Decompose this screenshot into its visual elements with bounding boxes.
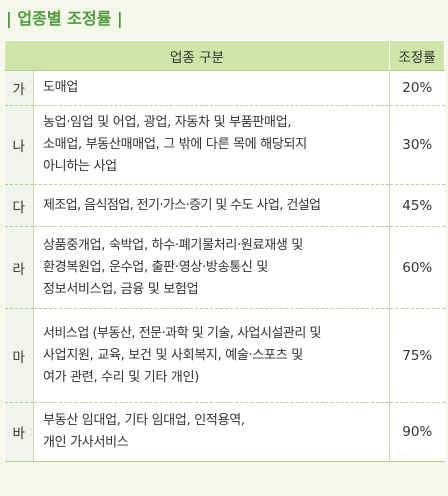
adjustment-rate-table: 업종 구분 조정률 가 도매업 20% 나 농업·임업 및 어업, 광업, 자동…: [3, 40, 446, 462]
header-industry-category: 업종 구분: [3, 40, 391, 71]
description-line: 정보서비스업, 금융 및 보험업: [43, 281, 199, 297]
row-rate: 60%: [389, 226, 445, 309]
row-description: 제조업, 음식점업, 전기·가스·증기 및 수도 사업, 건설업: [33, 184, 390, 227]
description-line: 소매업, 부동산매매업, 그 밖에 다른 목에 해당되지: [43, 137, 307, 152]
row-rate: 45%: [389, 184, 445, 227]
table-row: 바 부동산 임대업, 기타 임대업, 인적용역, 개인 가사서비스 90%: [4, 402, 445, 462]
table-row: 나 농업·임업 및 어업, 광업, 자동차 및 부품판매업, 소매업, 부동산매…: [4, 105, 445, 185]
row-description: 서비스업 (부동산, 전문·과학 및 기술, 사업시설관리 및 사업지원, 교육…: [33, 308, 390, 403]
section-title: | 업종별 조정률 |: [6, 9, 123, 28]
description-line: 서비스업 (부동산, 전문·과학 및 기술, 사업시설관리 및: [43, 325, 321, 341]
description-line: 여가 관련, 수리 및 기타 개인): [43, 369, 200, 385]
table-row: 마 서비스업 (부동산, 전문·과학 및 기술, 사업시설관리 및 사업지원, …: [4, 308, 445, 403]
description-line: 제조업, 음식점업, 전기·가스·증기 및 수도 사업, 건설업: [43, 197, 321, 213]
description-line: 사업지원, 교육, 보건 및 사회복지, 예술·스포츠 및: [43, 347, 303, 363]
table-row: 가 도매업 20%: [4, 70, 445, 106]
row-label: 나: [4, 105, 34, 185]
header-adjustment-rate: 조정률: [389, 40, 446, 71]
row-label: 라: [4, 226, 34, 309]
row-description: 도매업: [33, 70, 390, 106]
table-header-row: 업종 구분 조정률: [3, 40, 446, 71]
row-description: 부동산 임대업, 기타 임대업, 인적용역, 개인 가사서비스: [33, 402, 390, 462]
row-rate: 20%: [389, 70, 445, 106]
row-rate: 30%: [389, 105, 445, 185]
description-line: 농업·임업 및 어업, 광업, 자동차 및 부품판매업,: [43, 115, 292, 130]
description-line: 부동산 임대업, 기타 임대업, 인적용역,: [43, 413, 245, 428]
table-row: 다 제조업, 음식점업, 전기·가스·증기 및 수도 사업, 건설업 45%: [4, 184, 445, 227]
row-label: 가: [4, 70, 34, 106]
row-rate: 90%: [389, 402, 445, 462]
table-row: 라 상품중개업, 숙박업, 하수·폐기물처리·원료재생 및 환경복원업, 운수업…: [4, 226, 445, 309]
row-description: 농업·임업 및 어업, 광업, 자동차 및 부품판매업, 소매업, 부동산매매업…: [33, 105, 390, 185]
row-description: 상품중개업, 숙박업, 하수·폐기물처리·원료재생 및 환경복원업, 운수업, …: [33, 226, 390, 309]
row-label: 다: [4, 184, 34, 227]
description-line: 환경복원업, 운수업, 출판·영상·방송통신 및: [43, 259, 269, 275]
row-label: 마: [4, 308, 34, 403]
description-line: 도매업: [43, 80, 78, 95]
description-line: 상품중개업, 숙박업, 하수·폐기물처리·원료재생 및: [43, 237, 304, 253]
row-label: 바: [4, 402, 34, 462]
row-rate: 75%: [389, 308, 445, 403]
description-line: 개인 가사서비스: [43, 435, 129, 450]
description-line: 아니하는 사업: [43, 159, 117, 174]
